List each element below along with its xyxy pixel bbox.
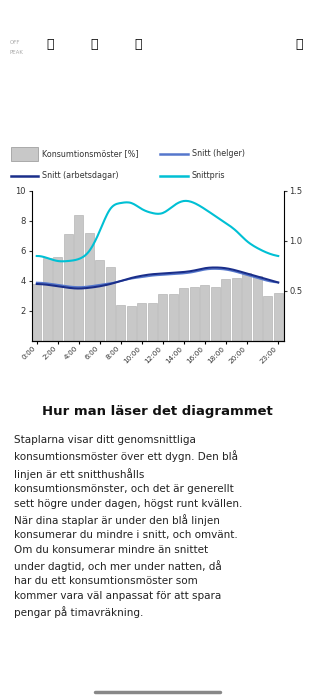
Bar: [211, 287, 220, 341]
Text: 21:42: 21:42: [13, 10, 43, 20]
Text: OFF: OFF: [9, 39, 20, 45]
Text: 79%: 79%: [263, 10, 284, 20]
Bar: [74, 215, 83, 341]
Bar: [95, 260, 104, 341]
Text: 👋: 👋: [295, 38, 303, 52]
Bar: [253, 276, 261, 341]
Text: Snitt (arbetsdagar): Snitt (arbetsdagar): [43, 172, 119, 181]
Bar: [11, 147, 38, 161]
Bar: [54, 257, 62, 341]
Bar: [137, 304, 146, 341]
Text: Snittpris: Snittpris: [192, 172, 225, 181]
Bar: [127, 307, 135, 341]
Bar: [263, 296, 272, 341]
Bar: [232, 278, 241, 341]
Bar: [180, 288, 188, 341]
Text: Konsumtionsmöster [%]: Konsumtionsmöster [%]: [43, 150, 139, 158]
Bar: [221, 279, 230, 341]
Text: Snitt (helger): Snitt (helger): [192, 150, 245, 158]
Text: 🤔: 🤔: [47, 38, 54, 52]
Bar: [158, 295, 167, 341]
Text: 📋: 📋: [91, 38, 98, 52]
Text: PEAK: PEAK: [9, 50, 23, 55]
Text: 📷: 📷: [135, 38, 142, 52]
Bar: [190, 287, 198, 341]
Bar: [200, 286, 209, 341]
Bar: [243, 274, 251, 341]
Text: Detta är ett snapshot av ett hem i Mellansverige från 2023-
12-01 till 2024-01-0: Detta är ett snapshot av ett hem i Mella…: [8, 74, 307, 99]
Bar: [148, 304, 157, 341]
Text: Hur man läser det diagrammet: Hur man läser det diagrammet: [42, 405, 272, 418]
Bar: [117, 305, 125, 341]
Bar: [43, 258, 52, 341]
Bar: [64, 234, 72, 341]
Bar: [106, 267, 115, 341]
Bar: [32, 284, 41, 341]
Bar: [169, 295, 178, 341]
Text: Staplarna visar ditt genomsnittliga
konsumtionsmöster över ett dygn. Den blå
lin: Staplarna visar ditt genomsnittliga kons…: [14, 435, 242, 618]
Bar: [85, 233, 94, 341]
Bar: [274, 293, 283, 341]
